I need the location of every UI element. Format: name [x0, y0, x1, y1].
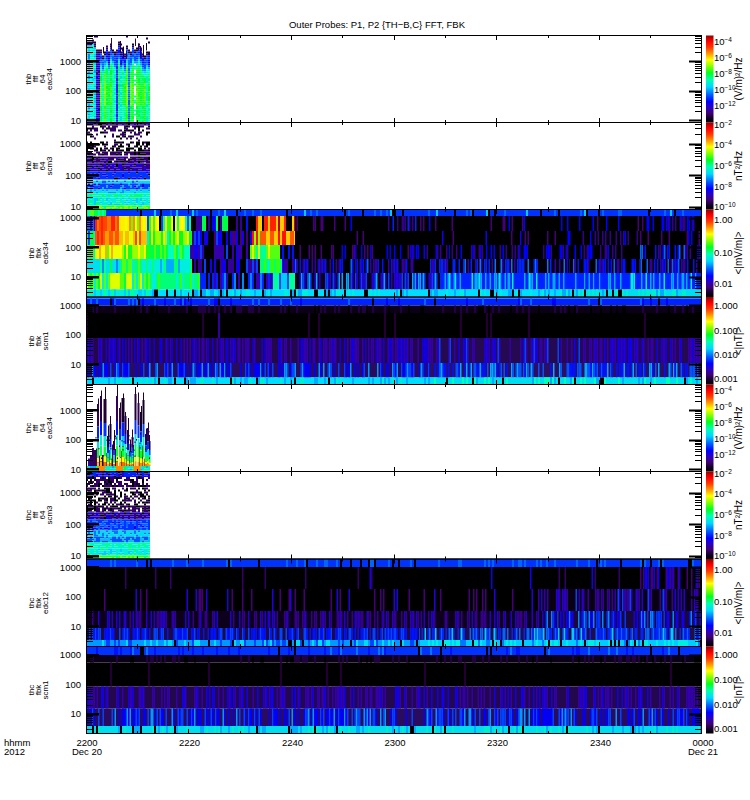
svg-text:1000: 1000	[60, 138, 81, 149]
svg-text:10: 10	[70, 708, 81, 719]
svg-text:(V/m)²/Hz: (V/m)²/Hz	[733, 407, 744, 450]
svg-text:100: 100	[65, 170, 81, 181]
svg-text:0.10: 0.10	[714, 596, 733, 607]
svg-text:Dec 21: Dec 21	[688, 746, 718, 757]
svg-text:eac34: eac34	[45, 68, 54, 90]
svg-text:1000: 1000	[60, 56, 81, 67]
svg-text:10: 10	[70, 359, 81, 370]
svg-text:Dec 20: Dec 20	[72, 746, 102, 757]
svg-text:1000: 1000	[60, 487, 81, 498]
svg-text:100: 100	[65, 85, 81, 96]
svg-text:<|nT|>: <|nT|>	[733, 327, 744, 356]
svg-text:10: 10	[70, 621, 81, 632]
svg-text:100: 100	[65, 679, 81, 690]
svg-text:0.01: 0.01	[714, 278, 733, 289]
svg-text:10: 10	[70, 550, 81, 561]
svg-text:scm1: scm1	[41, 680, 50, 700]
svg-text:edc34: edc34	[41, 242, 50, 264]
svg-text:0.001: 0.001	[714, 723, 738, 734]
svg-text:1000: 1000	[60, 405, 81, 416]
svg-text:100: 100	[65, 591, 81, 602]
svg-text:0.01: 0.01	[714, 627, 733, 638]
svg-text:2012: 2012	[4, 746, 25, 757]
svg-text:<|mV/m|>: <|mV/m|>	[733, 231, 744, 274]
svg-text:Outer Probes: P1, P2 {TH−B,C}: Outer Probes: P1, P2 {TH−B,C} FFT, FBK	[289, 19, 466, 30]
svg-text:0.10: 0.10	[714, 247, 733, 258]
svg-text:0.001: 0.001	[714, 373, 738, 384]
svg-text:100: 100	[65, 434, 81, 445]
svg-text:(V/m)²/Hz: (V/m)²/Hz	[733, 58, 744, 101]
svg-text:2240: 2240	[282, 737, 303, 748]
svg-text:nT²/Hz: nT²/Hz	[733, 500, 744, 530]
svg-text:2300: 2300	[384, 737, 405, 748]
svg-text:scm1: scm1	[41, 331, 50, 351]
svg-text:100: 100	[65, 519, 81, 530]
svg-text:eac34: eac34	[45, 417, 54, 439]
svg-text:2340: 2340	[590, 737, 611, 748]
svg-text:scm3: scm3	[45, 156, 54, 176]
svg-text:10: 10	[70, 115, 81, 126]
svg-text:1000: 1000	[60, 562, 81, 573]
svg-text:2220: 2220	[179, 737, 200, 748]
svg-text:10: 10	[70, 201, 81, 212]
svg-text:nT²/Hz: nT²/Hz	[733, 151, 744, 181]
svg-text:10: 10	[70, 271, 81, 282]
svg-text:1.00: 1.00	[714, 214, 733, 225]
svg-text:1.000: 1.000	[714, 300, 738, 311]
svg-text:1000: 1000	[60, 212, 81, 223]
svg-text:100: 100	[65, 329, 81, 340]
svg-text:2320: 2320	[487, 737, 508, 748]
svg-text:1000: 1000	[60, 300, 81, 311]
svg-text:1.000: 1.000	[714, 649, 738, 660]
svg-text:<|nT|>: <|nT|>	[733, 676, 744, 705]
svg-text:1000: 1000	[60, 649, 81, 660]
svg-text:100: 100	[65, 242, 81, 253]
svg-text:1.00: 1.00	[714, 564, 733, 575]
svg-text:scm3: scm3	[45, 505, 54, 525]
svg-text:edc12: edc12	[41, 592, 50, 614]
svg-text:<|mV/m|>: <|mV/m|>	[733, 581, 744, 624]
svg-text:10: 10	[70, 464, 81, 475]
